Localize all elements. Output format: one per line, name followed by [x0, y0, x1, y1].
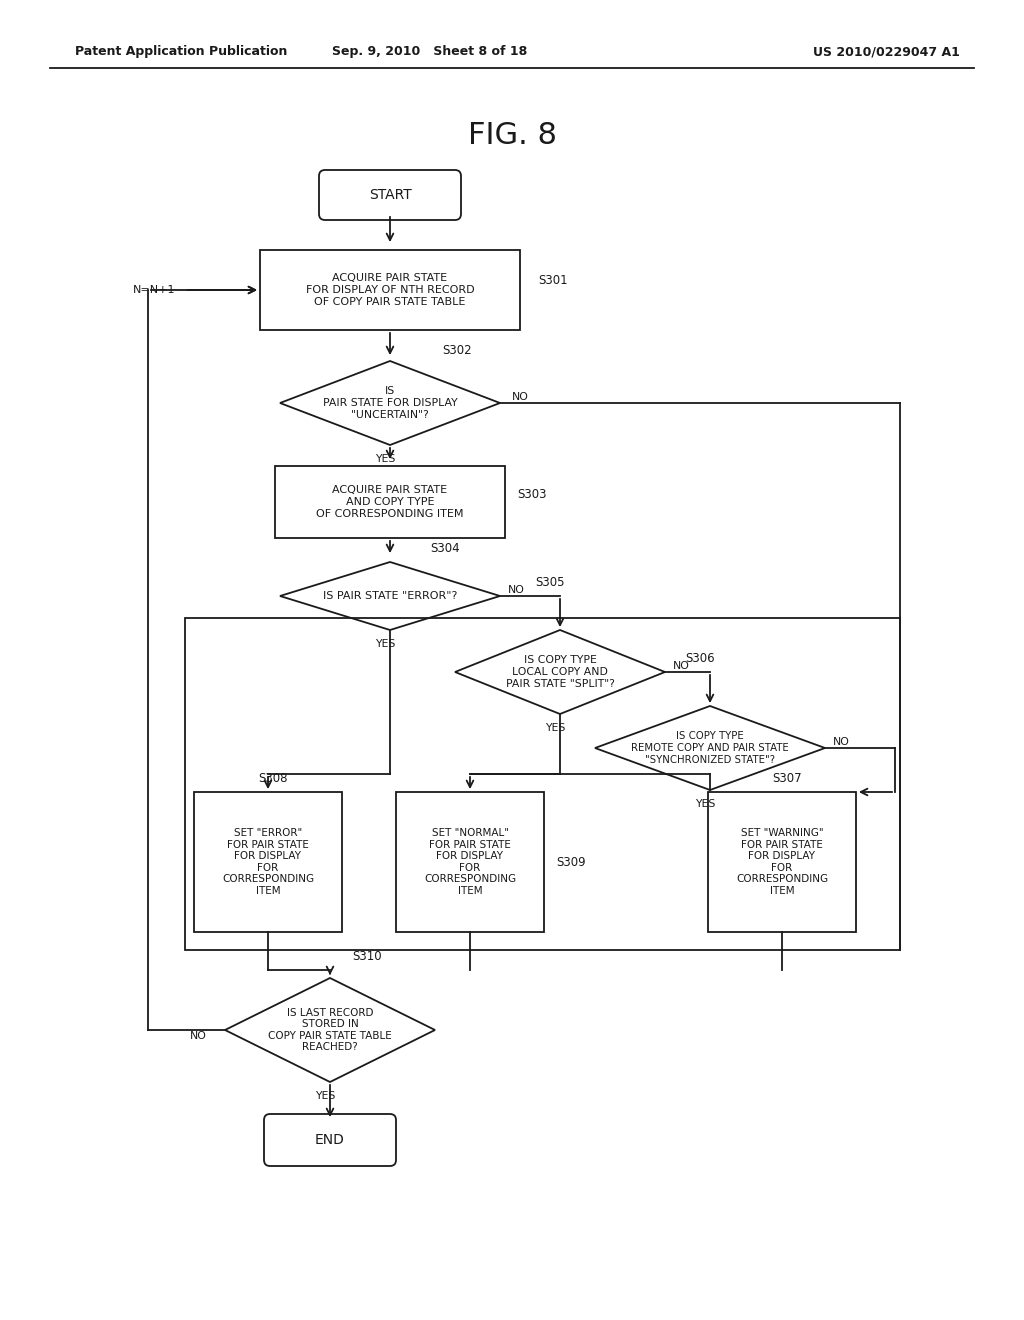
- Bar: [185, 618, 900, 950]
- Text: S305: S305: [536, 576, 565, 589]
- Text: ACQUIRE PAIR STATE
FOR DISPLAY OF NTH RECORD
OF COPY PAIR STATE TABLE: ACQUIRE PAIR STATE FOR DISPLAY OF NTH RE…: [306, 273, 474, 306]
- Text: Sep. 9, 2010   Sheet 8 of 18: Sep. 9, 2010 Sheet 8 of 18: [333, 45, 527, 58]
- Text: YES: YES: [375, 454, 395, 465]
- Text: US 2010/0229047 A1: US 2010/0229047 A1: [813, 45, 961, 58]
- Text: N=N+1: N=N+1: [132, 285, 175, 294]
- Text: YES: YES: [375, 639, 395, 649]
- Bar: [708, 792, 856, 932]
- Text: NO: NO: [508, 585, 525, 595]
- Text: IS COPY TYPE
LOCAL COPY AND
PAIR STATE "SPLIT"?: IS COPY TYPE LOCAL COPY AND PAIR STATE "…: [506, 656, 614, 689]
- Text: YES: YES: [314, 1092, 335, 1101]
- Text: S304: S304: [430, 543, 460, 556]
- Text: NO: NO: [512, 392, 528, 403]
- Text: IS
PAIR STATE FOR DISPLAY
"UNCERTAIN"?: IS PAIR STATE FOR DISPLAY "UNCERTAIN"?: [323, 387, 458, 420]
- Text: S310: S310: [352, 949, 382, 962]
- Polygon shape: [225, 978, 435, 1082]
- Text: YES: YES: [695, 799, 715, 809]
- Bar: [260, 249, 520, 330]
- Text: IS PAIR STATE "ERROR"?: IS PAIR STATE "ERROR"?: [323, 591, 457, 601]
- Polygon shape: [280, 360, 500, 445]
- Text: ACQUIRE PAIR STATE
AND COPY TYPE
OF CORRESPONDING ITEM: ACQUIRE PAIR STATE AND COPY TYPE OF CORR…: [316, 486, 464, 519]
- Polygon shape: [595, 706, 825, 789]
- Text: SET "ERROR"
FOR PAIR STATE
FOR DISPLAY
FOR
CORRESPONDING
ITEM: SET "ERROR" FOR PAIR STATE FOR DISPLAY F…: [222, 828, 314, 896]
- Bar: [275, 466, 505, 539]
- Text: YES: YES: [545, 723, 565, 733]
- Text: S302: S302: [442, 343, 472, 356]
- Text: END: END: [315, 1133, 345, 1147]
- Polygon shape: [455, 630, 665, 714]
- Text: S307: S307: [772, 771, 802, 784]
- Text: NO: NO: [673, 661, 690, 671]
- Text: S303: S303: [517, 487, 547, 500]
- Text: S306: S306: [685, 652, 715, 664]
- Text: IS COPY TYPE
REMOTE COPY AND PAIR STATE
"SYNCHRONIZED STATE"?: IS COPY TYPE REMOTE COPY AND PAIR STATE …: [631, 731, 788, 764]
- Text: S309: S309: [556, 855, 586, 869]
- Text: NO: NO: [190, 1031, 207, 1041]
- Text: S301: S301: [538, 273, 567, 286]
- Text: SET "WARNING"
FOR PAIR STATE
FOR DISPLAY
FOR
CORRESPONDING
ITEM: SET "WARNING" FOR PAIR STATE FOR DISPLAY…: [736, 828, 828, 896]
- Text: NO: NO: [833, 737, 850, 747]
- Text: S308: S308: [258, 771, 288, 784]
- Polygon shape: [280, 562, 500, 630]
- Bar: [194, 792, 342, 932]
- Text: SET "NORMAL"
FOR PAIR STATE
FOR DISPLAY
FOR
CORRESPONDING
ITEM: SET "NORMAL" FOR PAIR STATE FOR DISPLAY …: [424, 828, 516, 896]
- FancyBboxPatch shape: [264, 1114, 396, 1166]
- Text: IS LAST RECORD
STORED IN
COPY PAIR STATE TABLE
REACHED?: IS LAST RECORD STORED IN COPY PAIR STATE…: [268, 1007, 392, 1052]
- FancyBboxPatch shape: [319, 170, 461, 220]
- Text: START: START: [369, 187, 412, 202]
- Text: FIG. 8: FIG. 8: [468, 120, 556, 149]
- Bar: [396, 792, 544, 932]
- Text: Patent Application Publication: Patent Application Publication: [75, 45, 288, 58]
